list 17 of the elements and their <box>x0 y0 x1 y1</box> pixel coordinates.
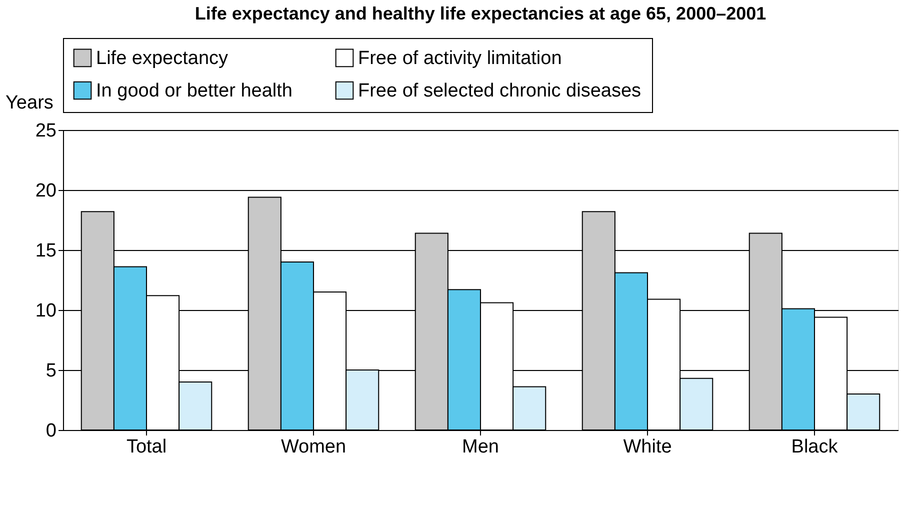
legend-label: In good or better health <box>96 80 292 102</box>
x-tick-label: Total <box>126 436 167 458</box>
y-axis-title: Years <box>6 92 54 114</box>
legend-label: Free of selected chronic diseases <box>358 80 642 102</box>
x-tick-label: Women <box>280 436 346 458</box>
chart-title: Life expectancy and healthy life expectancies at age 65, 2000–2001 <box>194 4 766 24</box>
legend-label: Free of activity limitation <box>358 48 562 69</box>
legend-label: Life expectancy <box>96 48 229 69</box>
y-tick-label: 0 <box>46 420 56 442</box>
x-tick-label: White <box>623 436 672 458</box>
y-tick-label: 10 <box>35 300 56 322</box>
y-tick-label: 5 <box>46 360 56 382</box>
y-tick-label: 25 <box>35 120 56 142</box>
x-tick-label: Men <box>462 436 499 458</box>
y-tick-label: 20 <box>35 180 56 202</box>
y-tick-label: 15 <box>35 240 56 262</box>
x-tick-label: Black <box>791 436 838 458</box>
